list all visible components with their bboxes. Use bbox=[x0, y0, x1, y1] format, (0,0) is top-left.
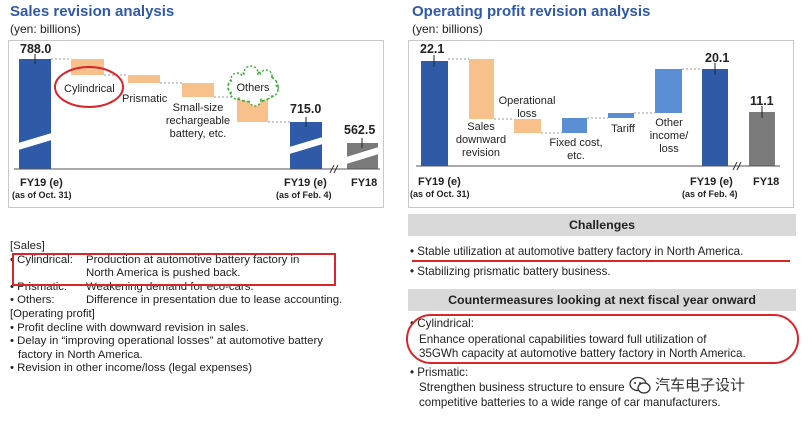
op-label-sales-3: revision bbox=[462, 147, 500, 159]
sales-axis-break-1 bbox=[15, 132, 55, 151]
sales-label-cylindrical: Cylindrical bbox=[64, 83, 115, 95]
notes-pri-label: • Prismatic: bbox=[10, 280, 68, 293]
op-label-tariff: Tariff bbox=[611, 123, 636, 135]
op-bar-fy19-oct bbox=[421, 61, 448, 166]
op-label-other-2: income/ bbox=[650, 130, 689, 142]
notes-cyl-row: • Cylindrical: Production at automotive … bbox=[10, 254, 390, 268]
op-x-sub-2: (as of Feb. 4) bbox=[682, 189, 738, 199]
challenge-2: • Stabilizing prismatic battery business… bbox=[410, 265, 611, 278]
notes-cyl-text2: North America is pushed back. bbox=[86, 267, 241, 280]
op-label-other-1: Other bbox=[655, 117, 683, 129]
notes-oth-row: • Others: Difference in presentation due… bbox=[10, 294, 390, 308]
op-unit: (yen: billions) bbox=[412, 22, 483, 36]
op-baseline-break bbox=[732, 161, 738, 171]
op-step-fixed bbox=[562, 118, 587, 133]
op-value-20: 20.1 bbox=[705, 51, 729, 65]
op-x-label-1: FY19 (e) bbox=[418, 176, 461, 188]
sales-label-small-2: rechargeable bbox=[166, 115, 230, 127]
sales-axis-break-2 bbox=[286, 136, 326, 155]
notes-op-3: • Revision in other income/loss (legal e… bbox=[10, 362, 253, 375]
op-step-other bbox=[655, 69, 682, 113]
op-label-sales-2: downward bbox=[456, 134, 506, 146]
sales-baseline-break bbox=[329, 164, 335, 174]
counter-pri-2: competitive batteries to a wide range of… bbox=[419, 396, 721, 409]
sales-chart-title: Sales revision analysis bbox=[10, 3, 175, 20]
counter-pri-1: Strengthen business structure to ensure bbox=[419, 381, 625, 394]
op-label-oploss-1: Operational bbox=[499, 95, 556, 107]
sales-x-label-2: FY19 (e) bbox=[284, 177, 327, 189]
challenges-header: Challenges bbox=[408, 214, 796, 236]
sales-unit: (yen: billions) bbox=[10, 22, 81, 36]
sales-label-small-3: battery, etc. bbox=[170, 128, 227, 140]
op-chart-title: Operating profit revision analysis bbox=[412, 3, 651, 20]
countermeasures-header: Countermeasures looking at next fiscal y… bbox=[408, 289, 796, 311]
sales-chart-panel bbox=[8, 40, 384, 208]
counter-cyl-1: Enhance operational capabilities toward … bbox=[419, 333, 707, 346]
sales-label-prismatic: Prismatic bbox=[122, 93, 168, 105]
op-step-sales bbox=[469, 59, 494, 119]
op-x-label-2: FY19 (e) bbox=[690, 176, 733, 188]
notes-pri-text: Weakening demand for eco-cars. bbox=[86, 280, 254, 293]
sales-step-small bbox=[182, 83, 214, 97]
notes-block: [Sales] • Cylindrical: Production at aut… bbox=[10, 240, 390, 376]
notes-op-1: • Profit decline with downward revision … bbox=[10, 321, 249, 334]
op-label-sales-1: Sales bbox=[467, 121, 495, 133]
sales-x-sub-1: (as of Oct. 31) bbox=[12, 190, 72, 200]
challenge-1: • Stable utilization at automotive batte… bbox=[410, 245, 744, 258]
op-chart: 22.1 20.1 11.1 Sales downward revision O… bbox=[410, 42, 780, 199]
notes-op-head: [Operating profit] bbox=[10, 307, 95, 320]
op-x-sub-1: (as of Oct. 31) bbox=[410, 189, 470, 199]
notes-sales-head: [Sales] bbox=[10, 240, 45, 252]
notes-op-2a: • Delay in “improving operational losses… bbox=[10, 335, 323, 348]
op-baseline-break bbox=[736, 161, 742, 171]
op-bar-fy18 bbox=[749, 112, 775, 166]
sales-step-prismatic bbox=[128, 75, 160, 83]
sales-chart: 788.0 715.0 562.5 Cylindrical Prismatic … bbox=[12, 42, 382, 200]
challenge-1-underline bbox=[412, 260, 790, 262]
sales-x-label-1: FY19 (e) bbox=[20, 177, 63, 189]
sales-bar-fy19-oct bbox=[19, 59, 51, 169]
notes-oth-text: Difference in presentation due to lease … bbox=[86, 294, 343, 307]
notes-cylindrical-highlight bbox=[12, 253, 336, 286]
op-label-oploss-2: loss bbox=[517, 108, 537, 120]
notes-op-2b: factory in North America. bbox=[18, 348, 143, 361]
sales-label-others: Others bbox=[236, 82, 270, 94]
op-step-tariff bbox=[608, 113, 634, 118]
notes-cyl-row-2: North America is pushed back. bbox=[10, 267, 390, 281]
sales-value-715: 715.0 bbox=[290, 102, 321, 116]
notes-cyl-text1: Production at automotive battery factory… bbox=[86, 253, 300, 266]
sales-x-sub-2: (as of Feb. 4) bbox=[276, 190, 332, 200]
watermark-text: 汽车电子设计 bbox=[655, 376, 746, 394]
op-label-fixed-2: etc. bbox=[567, 150, 585, 162]
op-label-other-3: loss bbox=[659, 143, 679, 155]
op-bar-fy19-feb bbox=[702, 69, 728, 166]
sales-cylindrical-highlight bbox=[54, 66, 124, 108]
counter-cylindrical-highlight bbox=[406, 314, 799, 364]
sales-label-small-1: Small-size bbox=[173, 102, 224, 114]
op-value-11: 11.1 bbox=[750, 94, 774, 108]
notes-oth-label: • Others: bbox=[10, 294, 55, 307]
op-chart-panel bbox=[408, 40, 794, 208]
sales-axis-break-3 bbox=[343, 146, 382, 165]
sales-value-562: 562.5 bbox=[344, 123, 375, 137]
notes-cyl-label: • Cylindrical: bbox=[10, 253, 73, 266]
counter-cyl-2: 35GWh capacity at automotive battery fac… bbox=[419, 347, 746, 360]
op-label-fixed-1: Fixed cost, bbox=[549, 137, 602, 149]
op-x-label-3: FY18 bbox=[753, 176, 779, 188]
sales-x-label-3: FY18 bbox=[351, 177, 377, 189]
wechat-icon bbox=[629, 376, 651, 394]
sales-baseline-break bbox=[333, 164, 339, 174]
counter-pri-label: • Prismatic: bbox=[410, 366, 469, 379]
notes-pri-row: • Prismatic: Weakening demand for eco-ca… bbox=[10, 281, 390, 295]
sales-others-cloud bbox=[227, 65, 279, 107]
op-step-oploss bbox=[514, 119, 541, 133]
sales-value-788: 788.0 bbox=[20, 42, 51, 56]
watermark: 汽车电子设计 bbox=[626, 374, 749, 395]
op-value-22: 22.1 bbox=[420, 42, 444, 56]
